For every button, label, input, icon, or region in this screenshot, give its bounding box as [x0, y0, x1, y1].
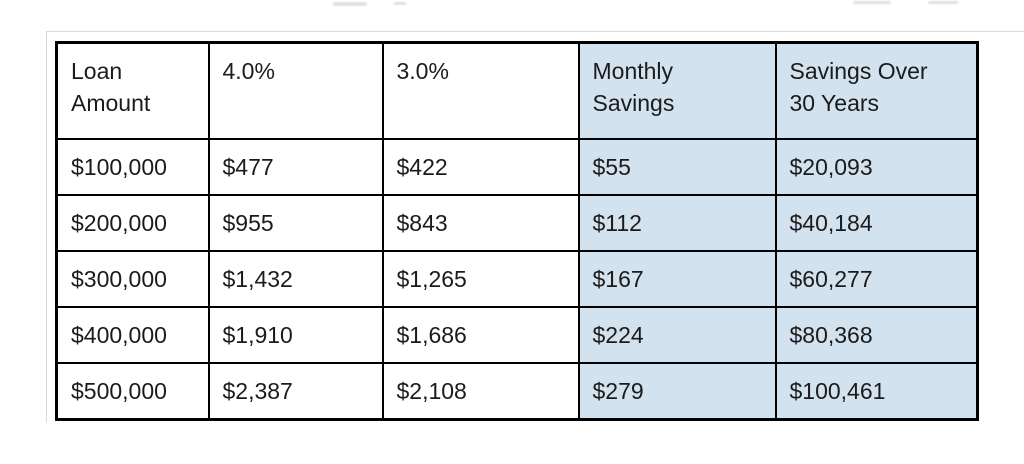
cell-loan-amount: $100,000 [55, 138, 210, 196]
cell-payment-3-percent: $843 [381, 194, 580, 252]
column-header-rate-3-percent: 3.0% [381, 41, 580, 140]
table-row: $500,000 $2,387 $2,108 $279 $100,461 [55, 362, 979, 421]
cell-monthly-savings: $55 [577, 138, 777, 196]
cell-payment-4-percent: $1,432 [207, 250, 384, 308]
cropped-text-artifact [853, 1, 891, 4]
cell-loan-amount: $400,000 [55, 306, 210, 364]
column-header-monthly-savings: Monthly Savings [577, 41, 777, 140]
cell-loan-amount: $500,000 [55, 362, 210, 421]
cell-monthly-savings: $112 [577, 194, 777, 252]
cell-monthly-savings: $224 [577, 306, 777, 364]
cell-payment-3-percent: $422 [381, 138, 580, 196]
cell-payment-4-percent: $955 [207, 194, 384, 252]
cell-payment-3-percent: $1,265 [381, 250, 580, 308]
cell-loan-amount: $200,000 [55, 194, 210, 252]
column-header-loan-amount: Loan Amount [55, 41, 210, 140]
table-row: $100,000 $477 $422 $55 $20,093 [55, 138, 979, 196]
cell-savings-30-years: $40,184 [774, 194, 979, 252]
cell-loan-amount: $300,000 [55, 250, 210, 308]
cropped-text-artifact [928, 1, 958, 4]
loan-savings-table: Loan Amount 4.0% 3.0% Monthly Savings Sa… [55, 41, 979, 421]
cell-monthly-savings: $167 [577, 250, 777, 308]
table-row: $400,000 $1,910 $1,686 $224 $80,368 [55, 306, 979, 364]
column-header-savings-30-years: Savings Over 30 Years [774, 41, 979, 140]
cell-payment-4-percent: $2,387 [207, 362, 384, 421]
ghost-border-top-line [46, 31, 1024, 32]
cropped-text-artifact [333, 2, 367, 6]
cell-savings-30-years: $80,368 [774, 306, 979, 364]
header-row: Loan Amount 4.0% 3.0% Monthly Savings Sa… [55, 41, 979, 140]
cell-payment-3-percent: $1,686 [381, 306, 580, 364]
cell-savings-30-years: $20,093 [774, 138, 979, 196]
cell-savings-30-years: $100,461 [774, 362, 979, 421]
table-row: $200,000 $955 $843 $112 $40,184 [55, 194, 979, 252]
cropped-text-artifact [394, 2, 406, 5]
cell-payment-4-percent: $477 [207, 138, 384, 196]
ghost-border-left-line [46, 31, 47, 423]
cell-payment-4-percent: $1,910 [207, 306, 384, 364]
column-header-rate-4-percent: 4.0% [207, 41, 384, 140]
table-row: $300,000 $1,432 $1,265 $167 $60,277 [55, 250, 979, 308]
cell-savings-30-years: $60,277 [774, 250, 979, 308]
cell-payment-3-percent: $2,108 [381, 362, 580, 421]
cell-monthly-savings: $279 [577, 362, 777, 421]
